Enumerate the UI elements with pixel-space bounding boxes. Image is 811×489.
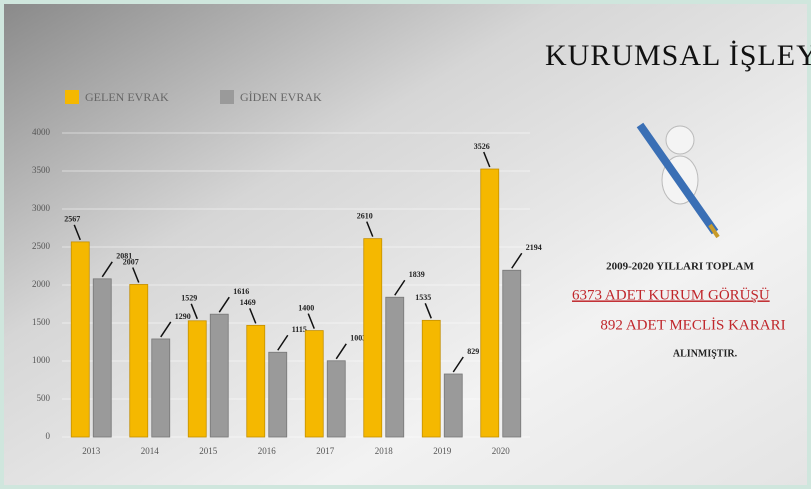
bar xyxy=(246,324,266,438)
data-label: 1535 xyxy=(415,293,431,302)
data-label: 2610 xyxy=(357,211,373,220)
leader-line xyxy=(366,221,374,237)
data-label: 1469 xyxy=(240,298,256,307)
bar xyxy=(421,319,441,438)
leader-line xyxy=(307,313,315,329)
x-tick-label: 2013 xyxy=(82,446,101,456)
bar xyxy=(70,241,90,438)
y-tick-label: 1000 xyxy=(32,355,51,365)
bar xyxy=(480,168,500,438)
pen-figure xyxy=(636,122,720,239)
x-tick-label: 2014 xyxy=(141,446,160,456)
legend-swatch xyxy=(220,90,234,104)
annotation: 892 ADET MECLİS KARARI xyxy=(600,317,785,333)
y-tick-label: 3500 xyxy=(32,165,51,175)
bar xyxy=(385,296,405,438)
bar xyxy=(151,338,171,438)
data-label: 2194 xyxy=(526,243,542,252)
leader-line xyxy=(394,279,406,296)
leader-line xyxy=(249,308,257,324)
bar xyxy=(129,284,149,438)
leader-line xyxy=(277,334,289,351)
data-label: 1529 xyxy=(181,294,197,303)
bar xyxy=(209,313,229,438)
x-tick-label: 2015 xyxy=(199,446,218,456)
x-tick-label: 2017 xyxy=(316,446,335,456)
bar xyxy=(502,269,522,438)
y-tick-label: 2500 xyxy=(32,241,51,251)
leader-line xyxy=(424,303,432,319)
data-label: 2007 xyxy=(123,257,139,266)
bar xyxy=(363,238,383,438)
bar xyxy=(92,278,112,438)
legend-label: GİDEN EVRAK xyxy=(240,90,322,104)
leader-line xyxy=(160,321,172,338)
leader-line xyxy=(190,303,198,320)
bar xyxy=(187,320,207,438)
data-label: 3526 xyxy=(474,142,490,151)
y-tick-label: 2000 xyxy=(32,279,51,289)
legend-label: GELEN EVRAK xyxy=(85,90,169,104)
leader-line xyxy=(101,261,113,278)
data-label: 1115 xyxy=(292,325,307,334)
annotation: 2009-2020 YILLARI TOPLAM xyxy=(606,261,754,273)
leader-line xyxy=(335,343,347,360)
y-tick-label: 4000 xyxy=(32,127,51,137)
y-tick-label: 3000 xyxy=(32,203,51,213)
leader-line xyxy=(452,356,464,373)
x-tick-label: 2018 xyxy=(375,446,394,456)
data-label: 1616 xyxy=(233,287,249,296)
annotation: ALINMIŞTIR. xyxy=(673,348,738,359)
legend-swatch xyxy=(65,90,79,104)
data-label: 1839 xyxy=(409,270,425,279)
annotation: 6373 ADET KURUM GÖRÜŞÜ xyxy=(572,286,770,303)
bar xyxy=(268,351,288,438)
bar xyxy=(326,360,346,438)
background xyxy=(4,4,807,485)
y-tick-label: 0 xyxy=(46,431,51,441)
leader-line xyxy=(73,224,81,241)
y-tick-label: 1500 xyxy=(32,317,51,327)
x-tick-label: 2016 xyxy=(258,446,277,456)
data-label: 1003 xyxy=(350,334,366,343)
slide-title: KURUMSAL İŞLEYİŞ xyxy=(545,39,811,72)
x-tick-label: 2020 xyxy=(492,446,511,456)
leader-line xyxy=(132,267,140,283)
data-label: 1290 xyxy=(175,312,191,321)
bar xyxy=(304,330,324,438)
data-label: 2567 xyxy=(64,215,80,224)
data-label: 1400 xyxy=(298,303,314,312)
bar xyxy=(443,373,463,438)
leader-line xyxy=(218,296,230,313)
data-label: 829 xyxy=(467,347,479,356)
leader-line xyxy=(511,252,523,269)
y-tick-label: 500 xyxy=(37,393,51,403)
leader-line xyxy=(483,151,491,168)
x-tick-label: 2019 xyxy=(433,446,452,456)
data-label: 2081 xyxy=(116,252,132,261)
